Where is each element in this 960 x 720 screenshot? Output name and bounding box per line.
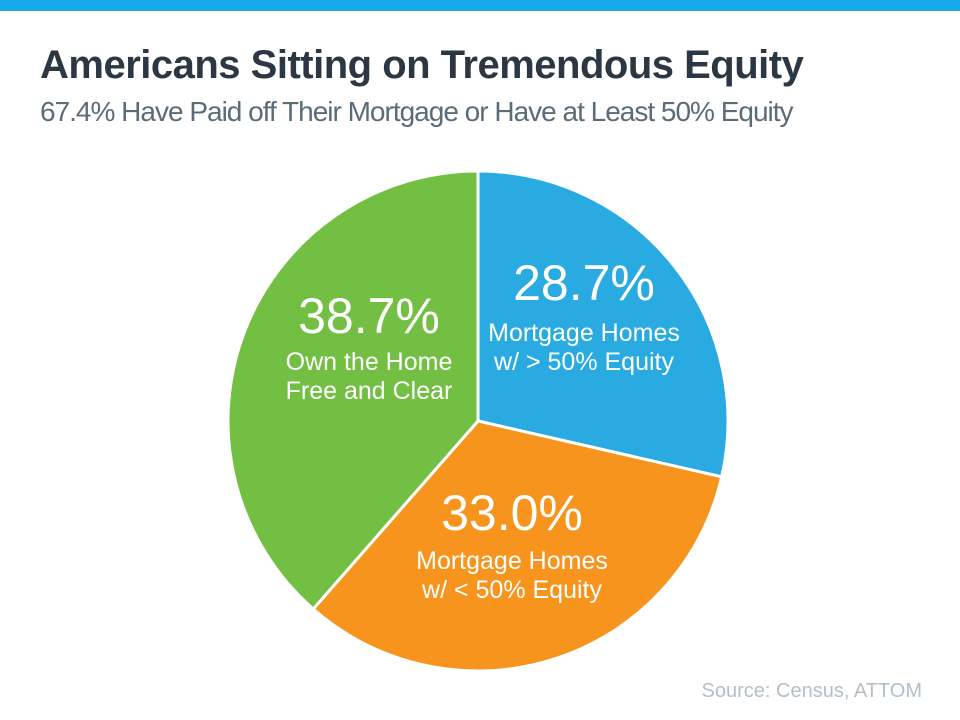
page-title: Americans Sitting on Tremendous Equity xyxy=(40,43,804,87)
pie-slice-2 xyxy=(226,169,480,611)
top-accent-bar xyxy=(0,0,960,11)
page-subtitle: 67.4% Have Paid off Their Mortgage or Ha… xyxy=(40,96,794,127)
pie-slice-0 xyxy=(476,169,730,479)
pie-slice-1 xyxy=(311,419,724,673)
source-attribution: Source: Census, ATTOM xyxy=(701,680,922,702)
pie-chart-svg xyxy=(226,169,730,673)
